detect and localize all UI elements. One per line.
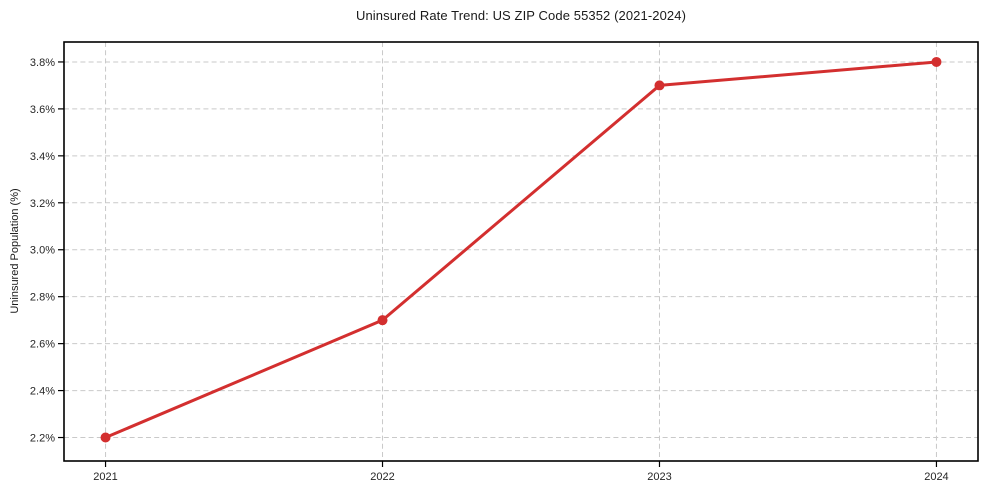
y-tick-label: 2.8% bbox=[30, 292, 55, 304]
x-tick-label: 2021 bbox=[93, 471, 117, 483]
y-tick-label: 2.2% bbox=[30, 433, 55, 445]
trend-line bbox=[104, 60, 938, 440]
x-tick-label: 2022 bbox=[370, 471, 394, 483]
y-tick-label: 2.4% bbox=[30, 386, 55, 398]
y-tick-label: 3.4% bbox=[30, 151, 55, 163]
x-tick-label: 2024 bbox=[924, 471, 948, 483]
data-point-2021 bbox=[100, 432, 111, 443]
y-tick-label: 3.2% bbox=[30, 198, 55, 210]
chart-title: Uninsured Rate Trend: US ZIP Code 55352 … bbox=[355, 8, 687, 23]
y-tick-label: 3.0% bbox=[30, 245, 55, 257]
x-tick-label: 2023 bbox=[647, 471, 671, 483]
y-tick-label: 3.8% bbox=[30, 57, 55, 69]
data-point-2022 bbox=[377, 315, 388, 326]
y-tick-label: 2.6% bbox=[30, 339, 55, 351]
data-point-2024 bbox=[931, 56, 942, 67]
data-point-2023 bbox=[654, 80, 665, 91]
plot-frame bbox=[63, 41, 979, 462]
y-tick-label: 3.6% bbox=[30, 104, 55, 116]
